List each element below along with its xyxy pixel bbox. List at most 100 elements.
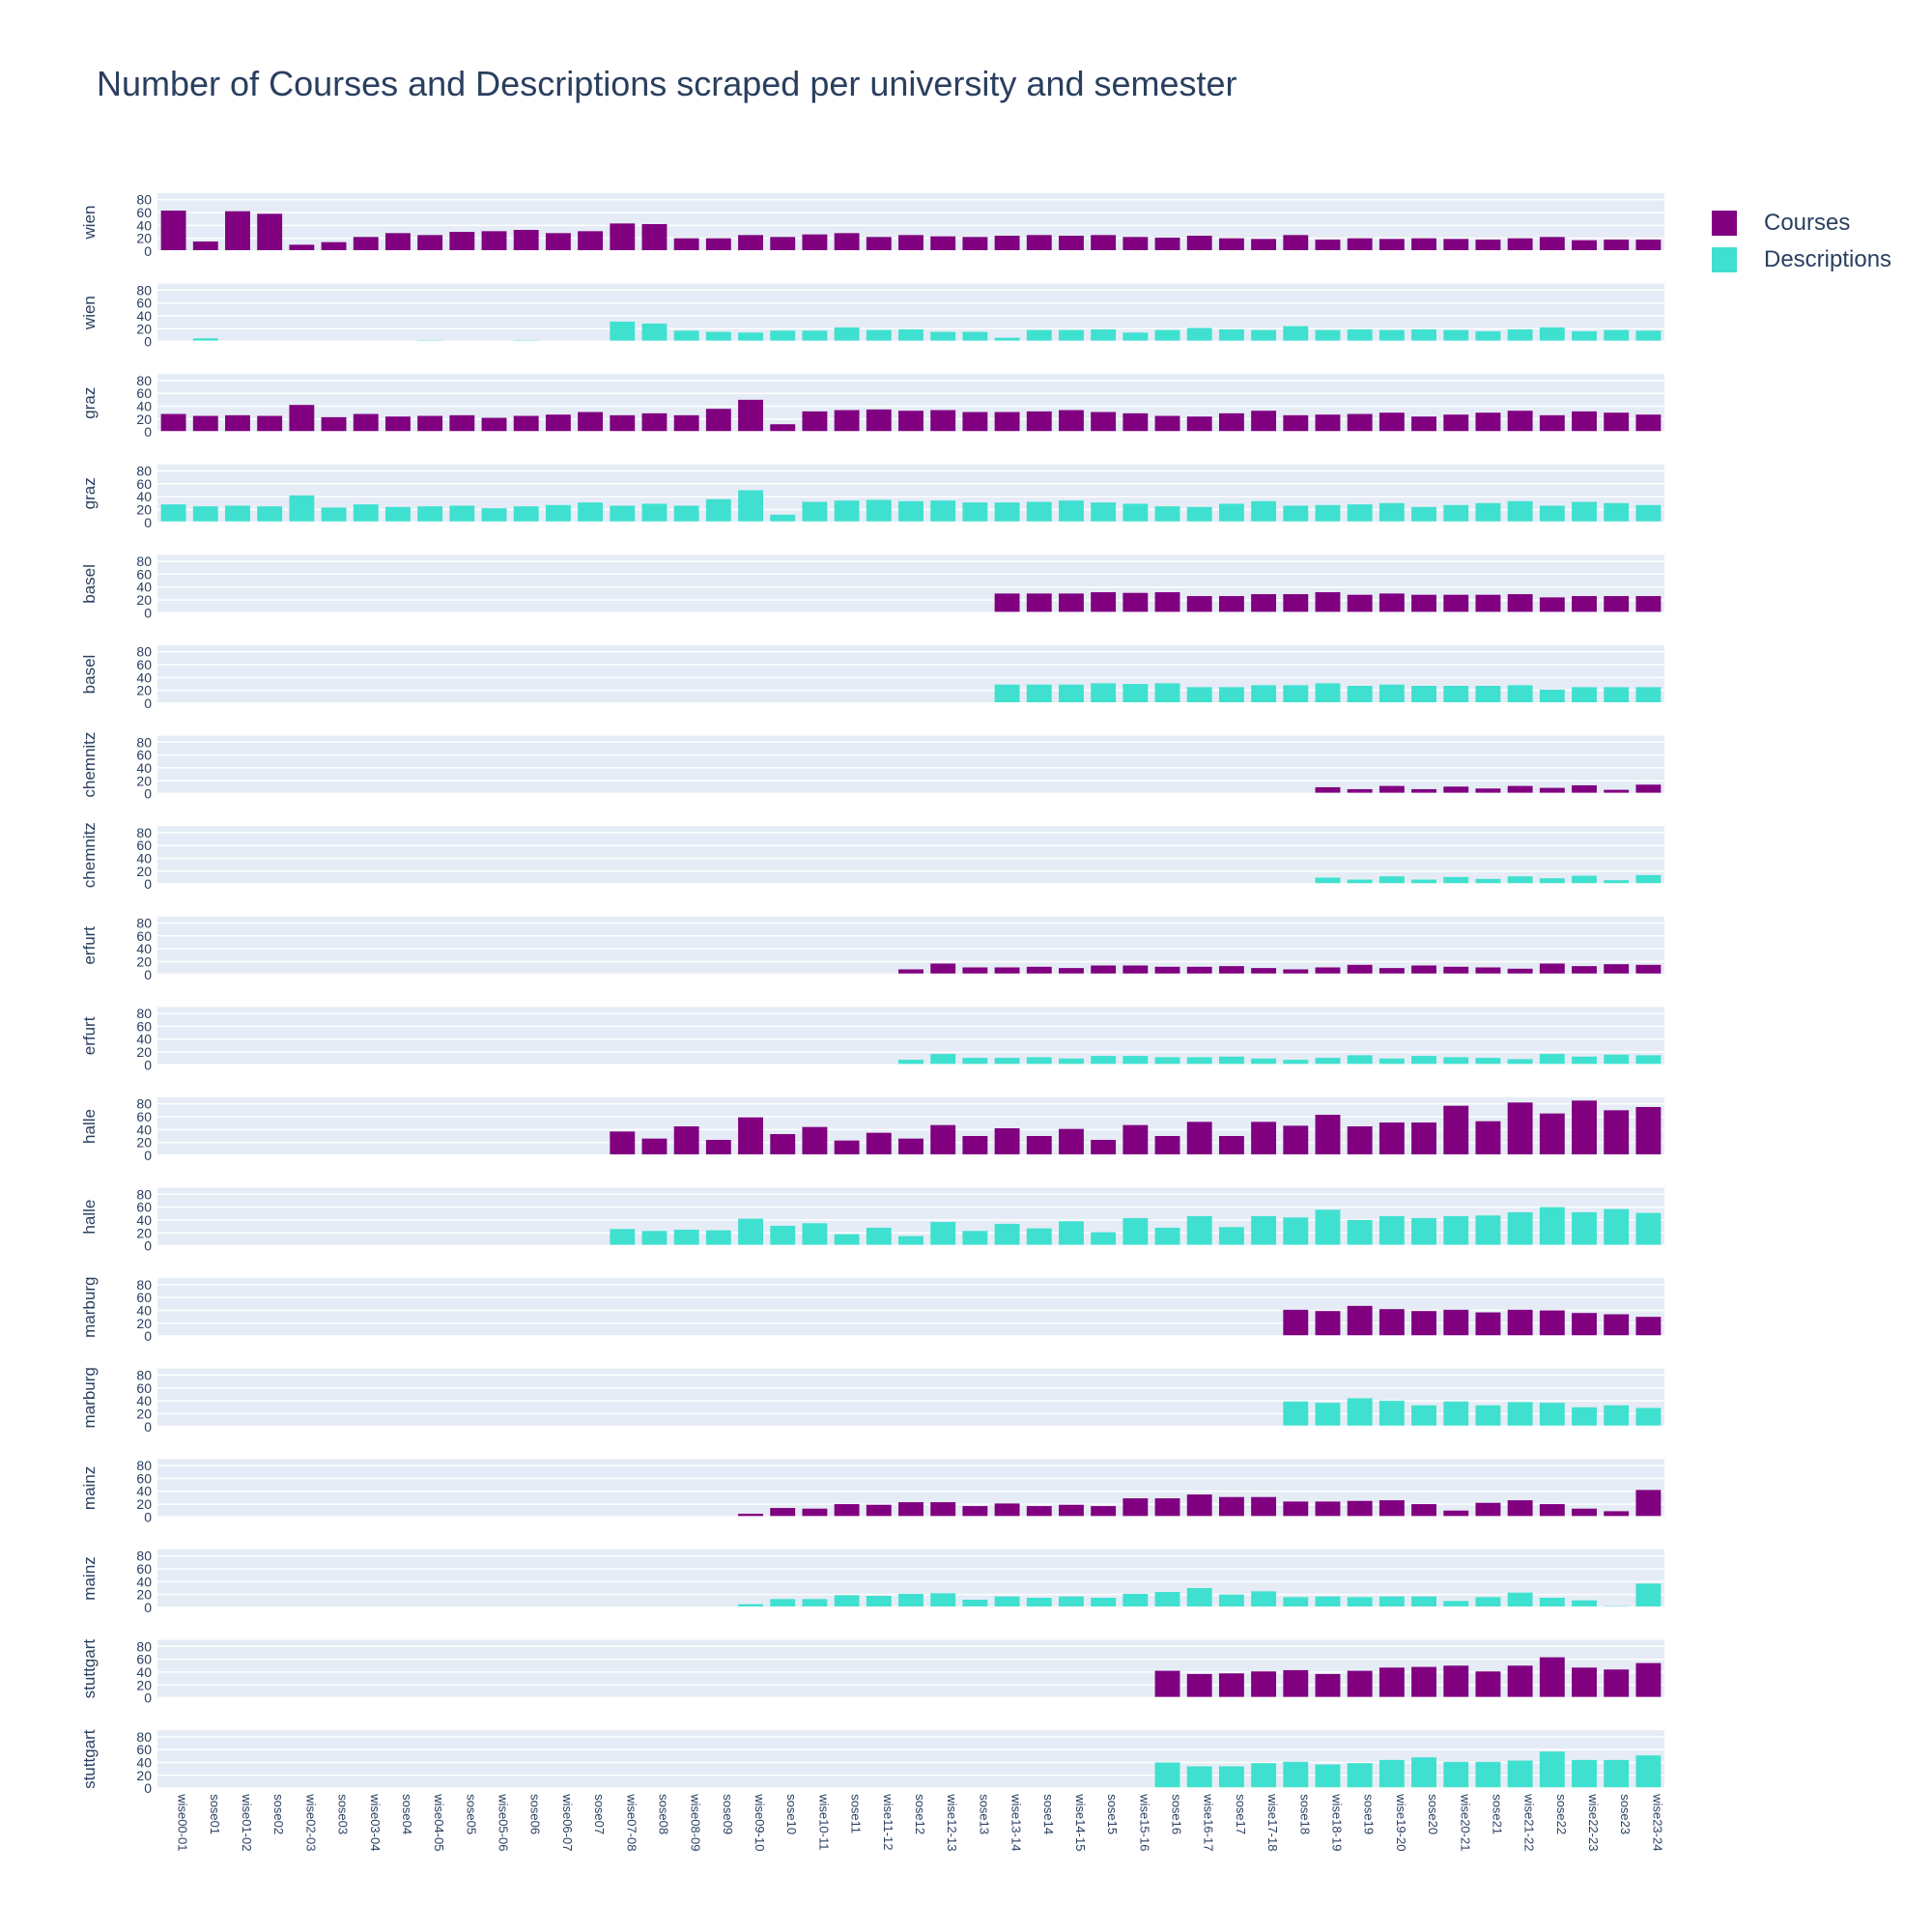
bar-mainz-wise19-20 xyxy=(1378,1500,1405,1518)
bar-wien-wise08-09 xyxy=(673,238,699,251)
bar-erfurt-wise12-13 xyxy=(930,1054,956,1065)
bar-graz-wise10-11 xyxy=(802,501,828,523)
bar-chemnitz-wise19-20 xyxy=(1378,876,1405,885)
x-tick-label: sose15 xyxy=(1105,1794,1120,1834)
y-tick-label: 60 xyxy=(136,1742,152,1757)
bar-halle-sose22 xyxy=(1539,1207,1565,1246)
bar-wien-sose14 xyxy=(1026,235,1052,251)
bar-chemnitz-sose23 xyxy=(1604,880,1630,885)
bar-graz-sose01 xyxy=(192,506,218,523)
y-tick-label: 0 xyxy=(144,243,152,259)
bar-wien-wise09-10 xyxy=(738,235,763,251)
bar-graz-wise03-04 xyxy=(353,504,379,523)
y-tick-label: 0 xyxy=(144,786,152,802)
bar-stuttgart-sose23 xyxy=(1604,1759,1630,1789)
bar-halle-wise16-17 xyxy=(1186,1215,1212,1246)
x-tick-label: wise02-03 xyxy=(303,1793,318,1851)
bar-wien-wise19-20 xyxy=(1378,329,1405,342)
bar-graz-sose21 xyxy=(1475,412,1501,433)
legend-item-descriptions[interactable]: Descriptions xyxy=(1712,242,1891,278)
bar-wien-wise19-20 xyxy=(1378,239,1405,251)
bar-graz-wise21-22 xyxy=(1507,411,1533,433)
y-tick-label: 20 xyxy=(136,683,152,698)
y-tick-label: 40 xyxy=(136,941,152,956)
bar-wien-wise10-11 xyxy=(802,234,828,251)
bar-mainz-wise09-10 xyxy=(738,1604,763,1607)
bar-halle-wise12-13 xyxy=(930,1124,956,1155)
bar-halle-wise14-15 xyxy=(1059,1128,1084,1155)
panel-label-mainz: mainz xyxy=(80,1556,99,1600)
y-tick-label: 80 xyxy=(136,282,152,298)
bar-wien-wise04-05 xyxy=(417,235,443,251)
bar-wien-wise12-13 xyxy=(930,236,956,251)
x-tick-label: wise23-24 xyxy=(1650,1793,1664,1851)
x-tick-label: sose23 xyxy=(1618,1794,1633,1834)
bar-graz-wise20-21 xyxy=(1443,414,1469,433)
bar-wien-sose23 xyxy=(1604,329,1630,342)
bar-mainz-wise18-19 xyxy=(1315,1596,1341,1607)
x-tick-label: wise13-14 xyxy=(1009,1793,1024,1851)
panel-background xyxy=(157,1007,1664,1065)
bar-stuttgart-sose21 xyxy=(1475,1761,1501,1789)
bar-mainz-sose13 xyxy=(962,1506,988,1518)
bar-chemnitz-sose20 xyxy=(1411,879,1437,885)
y-tick-label: 0 xyxy=(144,876,152,892)
y-tick-label: 20 xyxy=(136,1225,152,1240)
bar-graz-wise07-08 xyxy=(610,505,636,523)
x-tick-label: sose05 xyxy=(464,1794,478,1834)
bar-halle-wise09-10 xyxy=(738,1218,763,1246)
bar-wien-sose12 xyxy=(898,235,923,251)
bar-basel-wise14-15 xyxy=(1059,684,1084,703)
bar-halle-wise15-16 xyxy=(1122,1217,1149,1246)
bar-graz-sose22 xyxy=(1539,505,1565,523)
bar-basel-wise16-17 xyxy=(1186,596,1212,613)
x-tick-label: wise00-01 xyxy=(176,1793,190,1851)
bar-basel-wise14-15 xyxy=(1059,593,1084,613)
bar-mainz-sose11 xyxy=(834,1595,860,1607)
bar-halle-sose16 xyxy=(1154,1136,1180,1155)
bar-basel-wise20-21 xyxy=(1443,686,1469,703)
bar-mainz-sose22 xyxy=(1539,1598,1565,1607)
bar-wien-wise20-21 xyxy=(1443,329,1469,342)
bar-chemnitz-wise22-23 xyxy=(1572,784,1597,794)
bar-wien-sose14 xyxy=(1026,329,1052,342)
bar-erfurt-sose18 xyxy=(1283,969,1309,975)
bar-marburg-wise21-22 xyxy=(1507,1309,1533,1337)
bar-halle-sose20 xyxy=(1411,1217,1437,1246)
y-tick-label: 20 xyxy=(136,1768,152,1783)
bar-marburg-sose23 xyxy=(1604,1405,1630,1427)
bar-mainz-sose21 xyxy=(1475,1597,1501,1607)
bar-wien-wise23-24 xyxy=(1635,330,1662,342)
bar-erfurt-wise19-20 xyxy=(1378,1058,1405,1065)
bar-mainz-wise18-19 xyxy=(1315,1501,1341,1518)
legend-item-courses[interactable]: Courses xyxy=(1712,205,1891,242)
bar-graz-wise21-22 xyxy=(1507,500,1533,523)
bar-basel-wise23-24 xyxy=(1635,596,1662,613)
bar-graz-sose04 xyxy=(384,416,411,433)
bar-halle-sose22 xyxy=(1539,1113,1565,1155)
bar-wien-sose18 xyxy=(1283,235,1309,251)
bar-wien-wise18-19 xyxy=(1315,240,1341,251)
bar-graz-wise17-18 xyxy=(1251,411,1277,433)
bar-mainz-wise23-24 xyxy=(1635,1583,1662,1607)
x-tick-label: sose12 xyxy=(913,1794,927,1834)
bar-mainz-sose15 xyxy=(1091,1506,1117,1518)
x-tick-label: sose21 xyxy=(1490,1794,1504,1834)
bar-graz-wise03-04 xyxy=(353,413,379,433)
bar-basel-wise17-18 xyxy=(1251,685,1277,703)
bar-graz-sose17 xyxy=(1218,412,1244,433)
bar-mainz-wise17-18 xyxy=(1251,1496,1277,1518)
bar-halle-sose21 xyxy=(1475,1215,1501,1246)
y-tick-label: 20 xyxy=(136,1316,152,1331)
bar-graz-sose11 xyxy=(834,410,860,433)
bar-basel-wise13-14 xyxy=(994,593,1020,613)
bar-mainz-wise21-22 xyxy=(1507,1500,1533,1518)
bar-graz-wise14-15 xyxy=(1059,500,1084,523)
bar-wien-sose11 xyxy=(834,327,860,342)
bar-marburg-wise19-20 xyxy=(1378,1309,1405,1337)
bar-wien-wise08-09 xyxy=(673,330,699,342)
